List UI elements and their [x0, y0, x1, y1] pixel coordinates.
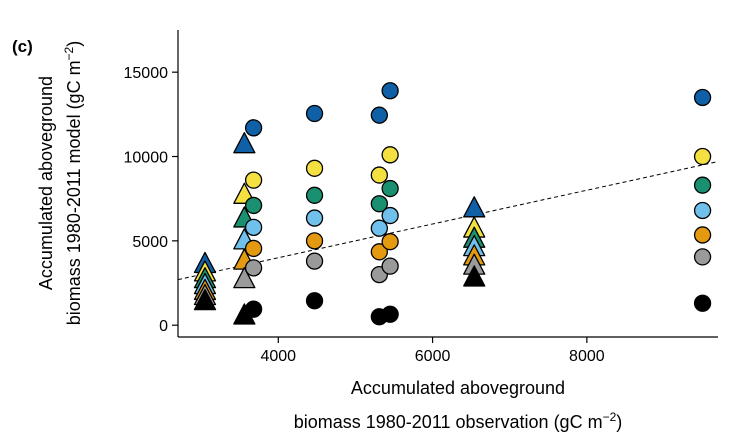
circle-point	[305, 232, 324, 250]
y-tick-label: 15000	[124, 65, 169, 82]
circle-point	[244, 259, 263, 277]
x-tick-label: 4000	[260, 348, 296, 365]
circle-point	[693, 226, 712, 244]
circle-point	[693, 201, 712, 220]
y-tick-label: 0	[159, 318, 168, 335]
circle-point	[381, 206, 399, 225]
x-axis-title-line2-text: biomass 1980-2011 observation (gC m	[294, 412, 603, 432]
y-axis-title-line2: biomass 1980-2011 model (gC m−2)	[62, 41, 84, 325]
circle-point	[305, 186, 324, 204]
circle-point	[244, 300, 263, 318]
circle-point	[381, 82, 399, 100]
y-tick-label: 10000	[124, 150, 169, 167]
triangle-point	[233, 266, 256, 289]
circle-point	[305, 159, 324, 177]
circle-point	[693, 147, 712, 166]
triangle-point	[233, 132, 256, 154]
x-axis-unit-exponent: −2	[603, 410, 617, 424]
trend-line-group	[177, 161, 719, 281]
y-axis-title-line2-text: biomass 1980-2011 model (gC m	[64, 60, 84, 325]
circle-point	[381, 257, 399, 275]
triangle-point	[463, 196, 486, 218]
circle-point	[370, 195, 388, 213]
circle-point	[370, 219, 388, 237]
circle-point	[370, 106, 388, 124]
y-axis-title-line1: Accumulated aboveground	[36, 76, 56, 290]
y-axis-ticks: 0 5000 10000 15000	[124, 65, 178, 335]
trend-line	[177, 161, 719, 281]
circle-point	[305, 252, 324, 270]
circle-point	[381, 179, 399, 198]
x-axis-title-line1: Accumulated aboveground	[351, 378, 565, 398]
circle-point	[244, 196, 263, 215]
y-axis-unit-close: )	[64, 41, 84, 47]
data-points	[193, 82, 712, 326]
y-axis-unit-exponent: −2	[62, 46, 76, 60]
x-axis-unit-close: )	[616, 412, 622, 432]
circle-point	[305, 104, 324, 123]
x-tick-label: 8000	[569, 348, 605, 365]
circle-point	[244, 239, 263, 258]
y-axis-title: Accumulated aboveground	[36, 76, 56, 290]
circle-point	[693, 88, 712, 107]
x-tick-label: 6000	[415, 348, 451, 365]
circle-point	[381, 305, 399, 323]
circle-point	[693, 176, 712, 194]
circle-point	[244, 119, 263, 137]
y-axis-title-2: biomass 1980-2011 model (gC m−2)	[62, 41, 84, 325]
circle-point	[305, 209, 324, 227]
y-tick-label: 5000	[132, 234, 168, 251]
circle-point	[370, 243, 388, 261]
triangle-point	[463, 265, 486, 287]
circle-point	[244, 218, 263, 237]
circle-point	[693, 248, 712, 266]
x-axis-title-line2: biomass 1980-2011 observation (gC m−2)	[294, 410, 623, 432]
x-axis-ticks: 4000 6000 8000	[260, 337, 605, 365]
circle-point	[381, 233, 399, 251]
panel-label: (c)	[12, 37, 33, 56]
triangle-point	[193, 288, 217, 311]
circle-point	[693, 294, 712, 312]
circle-point	[244, 171, 263, 189]
circle-point	[381, 146, 399, 164]
circle-point	[370, 166, 388, 184]
circle-point	[305, 292, 324, 310]
